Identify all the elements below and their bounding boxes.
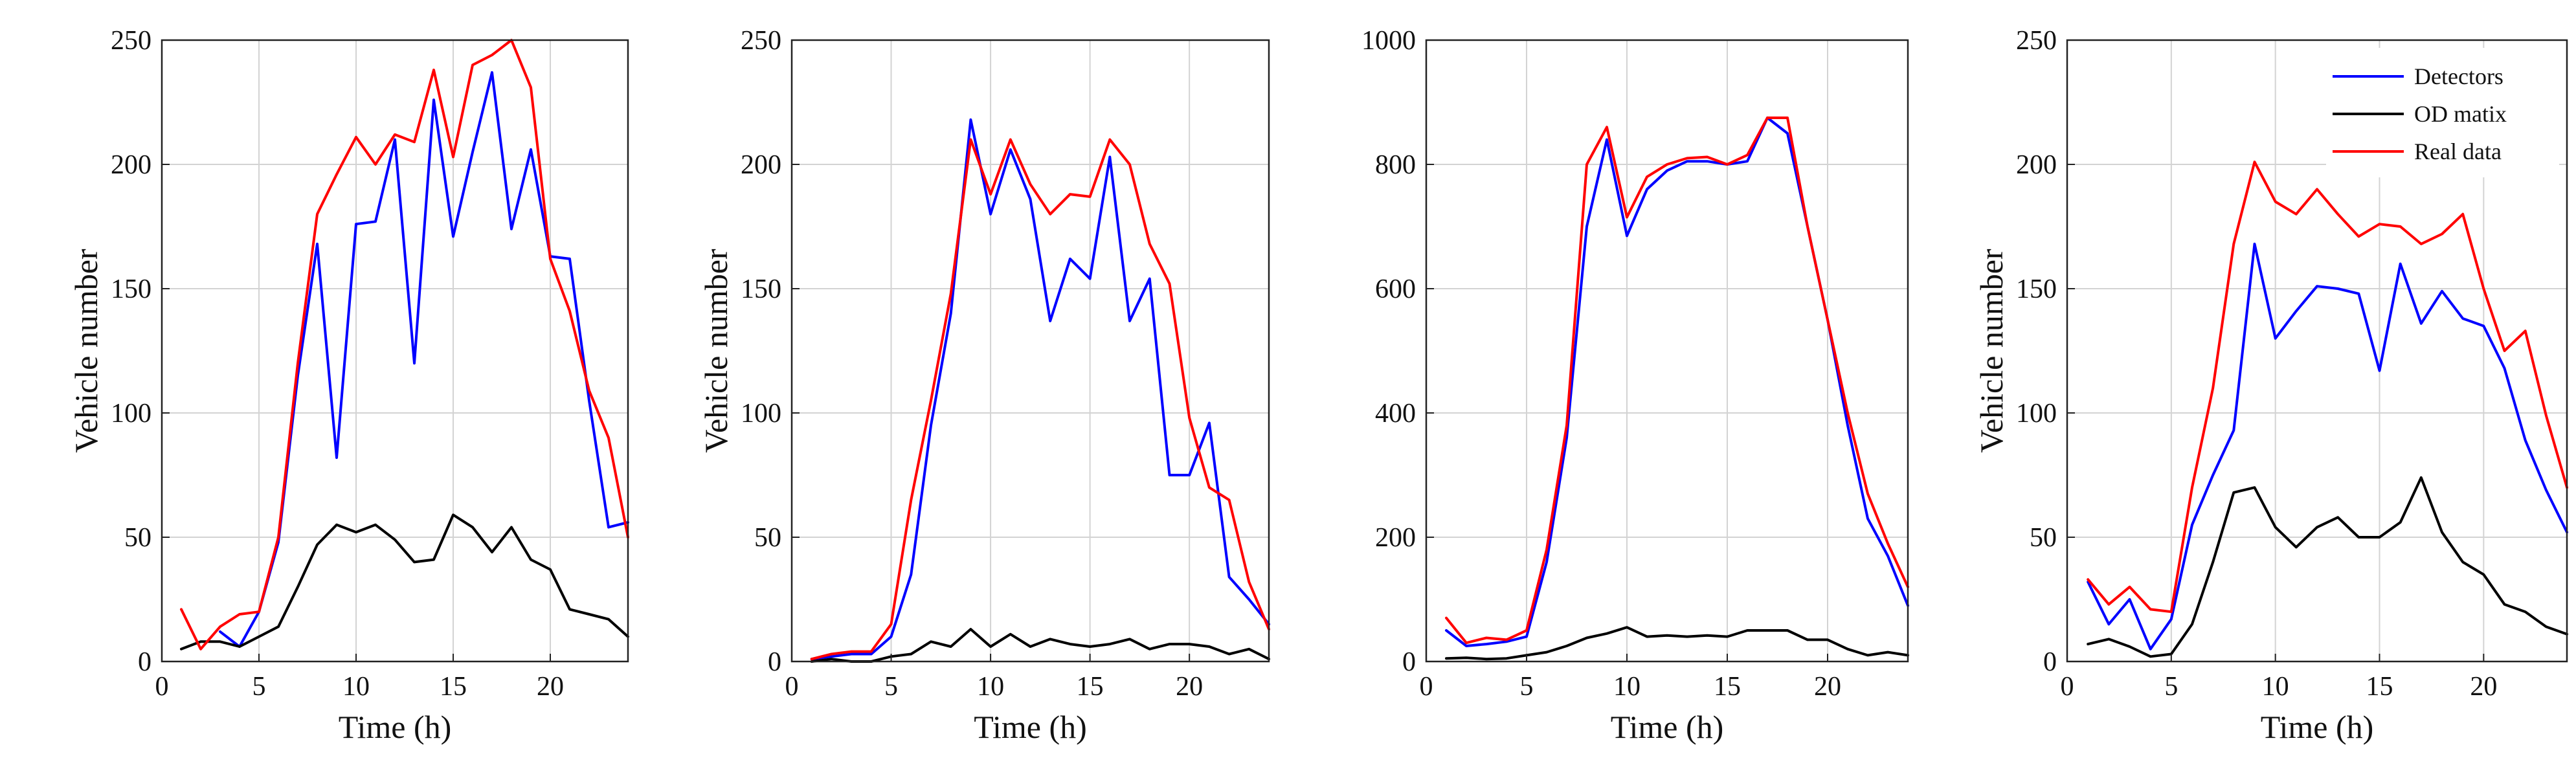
y-tick-label: 0 [2043,647,2057,677]
series-line-od-matix [2087,476,2568,658]
axes-frame [790,39,1270,663]
x-tick-label: 5 [1520,672,1534,702]
legend-entry: Detectors [2414,63,2503,89]
y-tick-label: 1000 [1361,26,1416,56]
x-tick-label: 10 [1613,672,1641,702]
y-tick-label: 0 [768,647,781,677]
y-tick-label: 200 [1375,523,1416,553]
x-tick-label: 0 [155,672,169,702]
y-tick-label: 50 [2030,523,2057,553]
y-tick-label: 800 [1375,150,1416,180]
y-tick-label: 150 [111,274,151,304]
y-tick-label: 100 [111,399,151,428]
y-axis-label: Vehicle number [1973,249,2010,453]
y-tick-label: 100 [741,399,781,428]
y-tick-label: 600 [1375,274,1416,304]
y-tick-label: 50 [124,523,151,553]
x-tick-label: 20 [2470,672,2497,702]
y-tick-label: 0 [138,647,151,677]
x-axis-label: Time (h) [339,709,452,745]
y-tick-label: 250 [111,26,151,56]
x-axis-label: Time (h) [974,709,1087,745]
series-line-real-data [2087,161,2568,614]
series-line-detectors [2087,242,2568,650]
y-axis-label: Vehicle number [698,249,734,453]
x-tick-label: 5 [252,672,266,702]
axes-frame [161,39,629,663]
x-tick-label: 10 [342,672,370,702]
x-tick-label: 15 [2366,672,2393,702]
y-tick-label: 100 [2016,399,2057,428]
y-tick-label: 250 [2016,26,2057,56]
plot-area [1426,40,1908,661]
x-axis-label: Time (h) [2261,709,2374,745]
y-tick-label: 150 [2016,274,2057,304]
x-tick-label: 20 [1176,672,1203,702]
x-tick-label: 20 [1814,672,1841,702]
axes-frame [2066,39,2568,663]
legend-entry: Real data [2414,139,2502,164]
x-tick-label: 0 [785,672,799,702]
series-line-real-data [810,138,1270,661]
series-line-od-matix [180,513,629,650]
series-line-od-matix [1445,626,1909,661]
x-tick-label: 5 [884,672,898,702]
series-line-real-data [1445,117,1909,645]
x-tick-label: 5 [2164,672,2178,702]
axes-frame [1425,39,1909,663]
series-line-od-matix [810,628,1270,663]
y-tick-label: 0 [1402,647,1416,677]
x-tick-label: 0 [2061,672,2074,702]
y-tick-label: 200 [111,150,151,180]
series-line-detectors [810,118,1270,661]
x-tick-label: 15 [1077,672,1104,702]
y-tick-label: 250 [741,26,781,56]
x-tick-label: 15 [440,672,467,702]
x-tick-label: 10 [2262,672,2289,702]
y-tick-label: 200 [741,150,781,180]
x-tick-label: 10 [977,672,1004,702]
series-line-real-data [180,39,629,650]
x-tick-label: 20 [537,672,564,702]
y-axis-label: Vehicle number [68,249,104,453]
y-tick-label: 150 [741,274,781,304]
y-tick-label: 50 [754,523,781,553]
legend: Detectors OD matix Real data [2326,48,2559,177]
y-tick-label: 200 [2016,150,2057,180]
x-tick-label: 0 [1420,672,1433,702]
y-tick-label: 400 [1375,399,1416,428]
x-tick-label: 15 [1714,672,1741,702]
legend-entry: OD matix [2414,101,2507,127]
plot-area [792,40,1269,661]
x-axis-label: Time (h) [1611,709,1724,745]
